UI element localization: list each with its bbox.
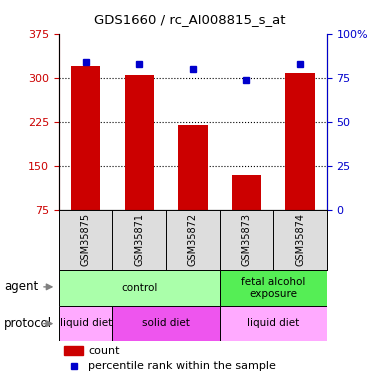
Text: GDS1660 / rc_AI008815_s_at: GDS1660 / rc_AI008815_s_at (94, 13, 286, 26)
Text: GSM35875: GSM35875 (81, 213, 91, 266)
Bar (285, 73, 315, 210)
Text: liquid diet: liquid diet (247, 318, 299, 328)
Text: GSM35871: GSM35871 (134, 213, 144, 266)
Bar (220, 270, 327, 306)
Bar (59, 270, 220, 306)
Text: GSM35873: GSM35873 (241, 213, 252, 266)
Text: protocol: protocol (4, 317, 52, 330)
Bar (125, 75, 154, 210)
Text: percentile rank within the sample: percentile rank within the sample (89, 360, 276, 370)
Text: GSM35872: GSM35872 (188, 213, 198, 266)
Bar (232, 175, 261, 210)
Text: count: count (89, 346, 120, 356)
Text: agent: agent (4, 280, 38, 293)
Text: liquid diet: liquid diet (60, 318, 112, 328)
Text: fetal alcohol
exposure: fetal alcohol exposure (241, 277, 306, 298)
Bar (220, 306, 327, 341)
Text: solid diet: solid diet (142, 318, 190, 328)
Bar (71, 66, 100, 210)
Bar (112, 306, 220, 341)
Bar (178, 125, 207, 210)
Bar (64, 346, 83, 355)
Text: GSM35874: GSM35874 (295, 213, 305, 266)
Bar (59, 306, 112, 341)
Text: control: control (121, 283, 157, 293)
